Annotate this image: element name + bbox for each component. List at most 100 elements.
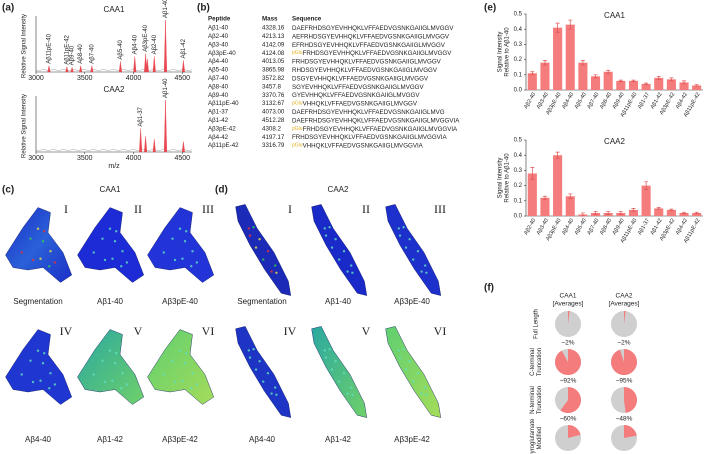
bar — [553, 27, 563, 90]
axis — [525, 140, 703, 217]
peak — [90, 65, 94, 73]
mass: 4213.13 — [262, 33, 285, 40]
speckle — [39, 379, 42, 382]
sequence: pGluFRHDSGYEVHHQKLVFFAEDVGSNKGAIIGLMVGGV — [292, 50, 452, 57]
speckle — [416, 372, 420, 375]
sequence: RHDSGYEVHHQKLVFFAEDVGSNKGAIIGLMVGGV — [292, 67, 438, 74]
peak — [65, 66, 69, 73]
mass: 3457.8 — [262, 83, 281, 90]
speckle — [258, 360, 261, 363]
bar — [553, 155, 563, 216]
panel-label: (a) — [2, 3, 14, 14]
tile-label: Aβ4-40 — [25, 435, 52, 444]
error-bar — [542, 195, 547, 200]
speckle — [43, 230, 46, 233]
y-axis-label: Relative Signal Intensity — [22, 94, 28, 158]
image-title: CAA1 — [100, 185, 121, 194]
sequence-body: GYEVHHQKLVFFAEDVGSNKGAIIGLMVGGV — [292, 92, 420, 99]
peptide: Aβ3pE-42 — [208, 125, 236, 132]
column-header: CAA2 — [616, 293, 633, 300]
sequence: AEFRHDSGYEVHHQKLVFFAEDVGSNKGAIIGLMVGGV — [292, 33, 450, 40]
speckle — [31, 380, 35, 384]
sequence: FRHDSGYEVHHQKLVFFAEDVGSNKGAIIGLMVGGV — [292, 58, 442, 65]
pie-slice — [560, 387, 581, 413]
speckle — [92, 373, 95, 376]
peptide: Aβ9-40 — [208, 92, 229, 99]
peak — [79, 65, 83, 73]
tile-label: Aβ1-42 — [97, 435, 124, 444]
peak-label: Aβ1-40 — [163, 78, 169, 98]
mass: 4073.00 — [262, 109, 285, 116]
peak — [144, 136, 148, 153]
tissue-image — [235, 204, 292, 296]
y-tick-label: 0.3 — [514, 42, 523, 48]
error-bar — [542, 60, 547, 66]
peak — [144, 53, 148, 73]
tissue-image — [385, 326, 442, 418]
speckle — [270, 392, 273, 395]
bar — [654, 208, 664, 216]
error-bar — [631, 79, 636, 82]
sequence-body: SGYEVHHQKLVFFAEDVGSNKGAIIGLMVGGV — [292, 83, 424, 90]
row-label: Modified — [537, 427, 543, 450]
speckle — [190, 387, 193, 390]
speckle — [111, 257, 114, 260]
sequence-body: AEFRHDSGYEVHHQKLVFFAEDVGSNKGAIIGLMVGGV — [292, 33, 450, 40]
sequence-body: FRHDSGYEVHHQKLVFFAEDVGSNKGAIIGLMVGGV — [292, 58, 442, 65]
speckle — [266, 250, 270, 253]
speckle — [120, 265, 123, 268]
peak-label: Aβ3pE-40 — [143, 24, 149, 51]
sequence: pGluVHHQKLVFFAEDVGSNKGAIIGLMVGGVIA — [292, 142, 424, 149]
peak-label: Aβ9-40 — [70, 45, 76, 65]
tile-label: Aβ3pE-42 — [162, 435, 198, 444]
tile-label: Aβ1-40 — [325, 297, 352, 306]
x-axis-label: m/z — [108, 163, 120, 170]
speckle — [247, 227, 250, 230]
speckle — [342, 372, 346, 375]
table-header: Mass — [262, 16, 278, 23]
tile-label: Segmentation — [13, 297, 62, 306]
pie-label: ~92% — [560, 378, 577, 385]
panel-label: (b) — [197, 3, 210, 14]
tile-label: Aβ3pE-40 — [162, 297, 198, 306]
error-bar — [656, 75, 661, 80]
speckle — [248, 234, 252, 237]
speckle — [162, 373, 165, 376]
x-tick-label: 4000 — [126, 75, 142, 82]
error-bar — [694, 211, 699, 215]
peptide: Aβ1-40 — [208, 25, 229, 32]
speckle — [92, 251, 95, 254]
speckle — [258, 238, 261, 241]
error-bar — [568, 19, 573, 30]
row-label: N-terminal — [530, 386, 536, 414]
speckle — [39, 257, 42, 260]
speckle — [252, 348, 255, 351]
speckle — [420, 270, 423, 273]
sequence: EFRHDSGYEVHHQKLVFFAEDVGSNKGAIIGLMVGGV — [292, 41, 446, 48]
x-tick-label: 3500 — [77, 75, 93, 82]
pie-slice — [624, 311, 626, 324]
peak-label: Aβ1-37 — [138, 106, 144, 126]
error-bar — [555, 22, 560, 33]
mass: 4328.16 — [262, 25, 285, 32]
speckle — [185, 352, 188, 355]
bar — [654, 77, 664, 90]
sequence: FRHDSGYEVHHQKLVFFAEDVGSNKGAIIGLMVGGVIA — [292, 134, 447, 141]
speckle — [101, 359, 104, 362]
speckle — [29, 237, 32, 240]
peak-label: Aβ2-40 — [152, 34, 158, 54]
speckle — [338, 258, 341, 261]
pie-label: ~48% — [616, 416, 633, 423]
spectrum-title: CAA1 — [104, 5, 125, 14]
image-title: CAA2 — [328, 185, 349, 194]
peak — [70, 66, 74, 73]
peak-label: Aβ7-40 — [89, 44, 95, 64]
mass: 4124.08 — [262, 50, 285, 57]
speckle — [404, 368, 408, 371]
speckle — [351, 271, 354, 274]
column-header: [Averages] — [553, 301, 584, 308]
speckle — [171, 359, 174, 362]
tissue-image — [77, 329, 144, 405]
speckle — [20, 373, 23, 376]
speckle — [248, 356, 252, 359]
